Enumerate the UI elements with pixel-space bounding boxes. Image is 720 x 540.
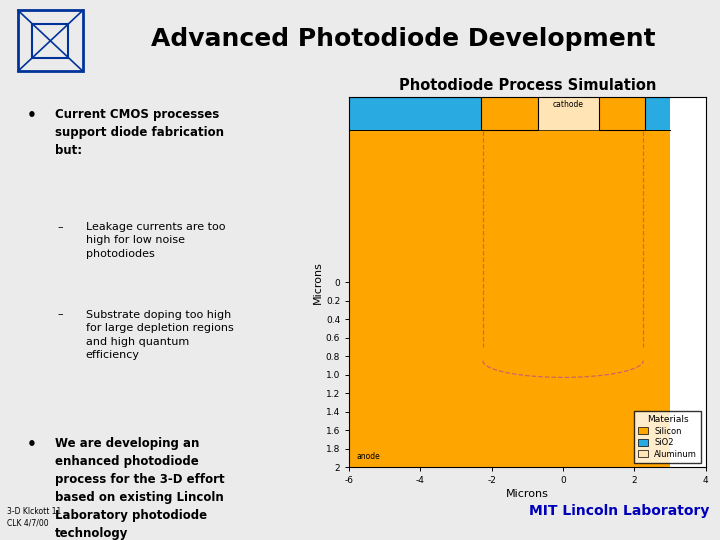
Legend: Silicon, SiO2, Aluminum: Silicon, SiO2, Aluminum [634, 411, 701, 463]
Text: Current CMOS processes
support diode fabrication
but:: Current CMOS processes support diode fab… [55, 108, 224, 157]
Text: MIT Lincoln Laboratory: MIT Lincoln Laboratory [528, 504, 709, 518]
Text: •: • [27, 108, 37, 123]
X-axis label: Microns: Microns [506, 489, 549, 500]
Text: Advanced Photodiode Development: Advanced Photodiode Development [151, 27, 655, 51]
Text: Leakage currents are too
high for low noise
photodiodes: Leakage currents are too high for low no… [86, 221, 225, 259]
Text: •: • [27, 437, 37, 453]
Text: –: – [58, 221, 63, 232]
Polygon shape [349, 97, 481, 130]
Text: anode: anode [356, 451, 380, 461]
Text: Substrate doping too high
for large depletion regions
and high quantum
efficienc: Substrate doping too high for large depl… [86, 309, 233, 360]
Bar [32, 24, 68, 58]
Text: 3-D Klckott 11
CLK 4/7/00: 3-D Klckott 11 CLK 4/7/00 [7, 507, 61, 527]
Text: We are developing an
enhanced photodiode
process for the 3-D effort
based on exi: We are developing an enhanced photodiode… [55, 437, 224, 540]
Polygon shape [538, 97, 599, 130]
Text: cathode: cathode [553, 100, 584, 109]
Y-axis label: Microns: Microns [313, 261, 323, 303]
Text: –: – [58, 309, 63, 320]
Polygon shape [645, 97, 670, 130]
Polygon shape [349, 97, 670, 467]
Title: Photodiode Process Simulation: Photodiode Process Simulation [399, 78, 656, 93]
